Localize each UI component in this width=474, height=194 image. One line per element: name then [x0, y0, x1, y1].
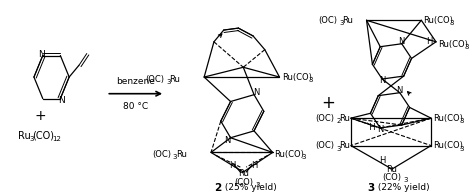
- Text: 2: 2: [214, 183, 221, 193]
- Text: 3: 3: [255, 182, 260, 188]
- Text: Ru: Ru: [169, 74, 180, 83]
- Text: 3: 3: [450, 20, 454, 26]
- Text: N: N: [399, 37, 405, 46]
- Text: Ru: Ru: [342, 16, 353, 25]
- Text: Ru: Ru: [339, 141, 350, 150]
- Text: (CO): (CO): [383, 173, 401, 182]
- Text: (CO): (CO): [234, 178, 253, 187]
- Text: benzene: benzene: [116, 77, 155, 87]
- Text: (OC): (OC): [316, 114, 335, 123]
- Text: (25% yield): (25% yield): [222, 183, 276, 192]
- Text: +: +: [34, 109, 46, 123]
- Text: (OC): (OC): [319, 16, 337, 25]
- Text: 3: 3: [465, 44, 469, 50]
- Text: N: N: [58, 96, 65, 105]
- Text: 3: 3: [301, 154, 306, 160]
- Text: +: +: [321, 94, 335, 113]
- Text: N: N: [377, 125, 383, 134]
- Text: H: H: [379, 156, 385, 165]
- Text: Ru: Ru: [339, 114, 350, 123]
- Text: 3: 3: [336, 146, 341, 152]
- Text: 3: 3: [29, 136, 34, 142]
- Text: N: N: [253, 88, 259, 97]
- Text: 3: 3: [166, 79, 171, 85]
- Text: 3: 3: [173, 154, 177, 160]
- Text: Ru(CO): Ru(CO): [438, 40, 468, 49]
- Text: (OC): (OC): [316, 141, 335, 150]
- Text: Ru: Ru: [386, 165, 397, 174]
- Text: H: H: [426, 37, 432, 46]
- Text: Ru(CO): Ru(CO): [274, 150, 304, 159]
- Text: 3: 3: [309, 77, 313, 83]
- Text: N: N: [38, 50, 45, 59]
- Text: 3: 3: [459, 118, 464, 124]
- Text: Ru: Ru: [18, 131, 31, 141]
- Text: (OC): (OC): [152, 150, 171, 159]
- Text: 3: 3: [404, 177, 408, 183]
- Text: Ru(CO): Ru(CO): [433, 141, 463, 150]
- Text: (OC): (OC): [146, 74, 164, 83]
- Text: 3: 3: [459, 146, 464, 152]
- Text: Ru(CO): Ru(CO): [423, 16, 453, 25]
- Text: Ru(CO): Ru(CO): [283, 73, 312, 81]
- Text: 80 °C: 80 °C: [123, 102, 148, 111]
- Text: N: N: [397, 86, 403, 95]
- Text: N: N: [225, 136, 231, 145]
- Text: Ru(CO): Ru(CO): [433, 114, 463, 123]
- Text: (22% yield): (22% yield): [375, 183, 430, 192]
- Text: 2: 2: [336, 118, 341, 124]
- Text: 3: 3: [339, 20, 344, 26]
- Text: (CO): (CO): [32, 131, 54, 141]
- Text: 12: 12: [53, 136, 62, 142]
- Text: Ru: Ru: [238, 170, 249, 178]
- Text: Ru: Ru: [176, 150, 187, 159]
- Text: H: H: [251, 161, 257, 170]
- Text: N: N: [379, 76, 385, 86]
- Text: `H: `H: [365, 123, 376, 133]
- Text: 3: 3: [367, 183, 375, 193]
- Text: H: H: [229, 161, 236, 170]
